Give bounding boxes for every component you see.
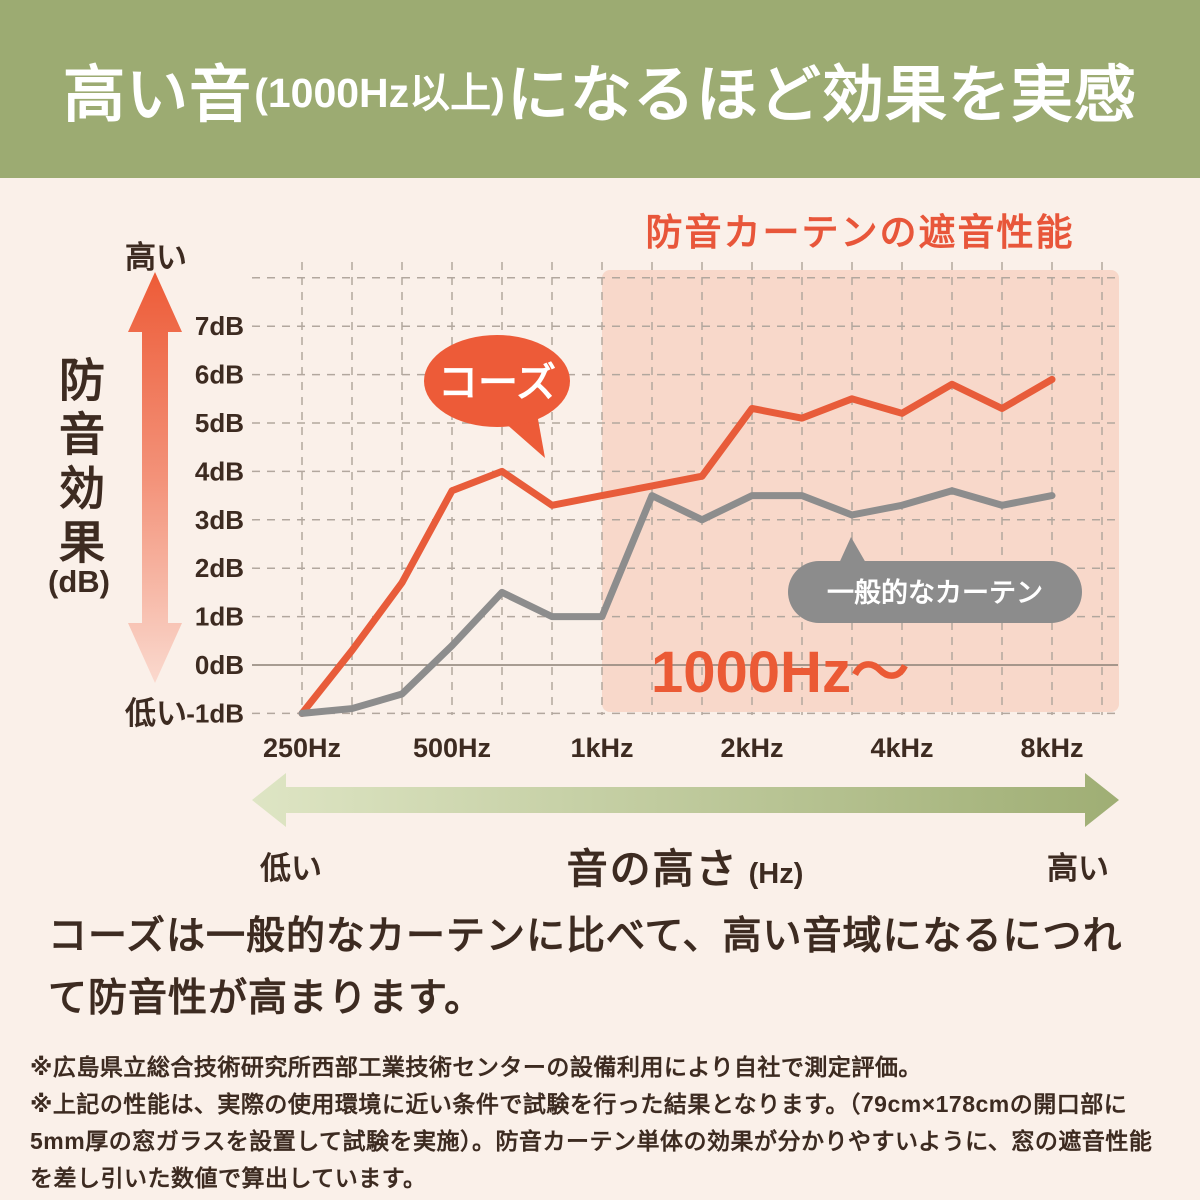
footnote-line: ※広島県立総合技術研究所西部工業技術センターの設備利用により自社で測定評価。 [30, 1054, 922, 1080]
x-tick-label: 8kHz [1020, 733, 1083, 763]
chart-series-lines [298, 375, 1056, 717]
header-banner: 高い音 (1000Hz以上) になるほど効果を実感 [0, 0, 1200, 178]
footnote-line: 5mm厚の窓ガラスを設置して試験を実施）。防音カーテン単体の効果が分かりやすいよ… [30, 1128, 1153, 1154]
header-title-rest: になるほど効果を実感 [506, 61, 1137, 130]
series1-bubble-label: コーズ [438, 361, 556, 405]
header-title-paren: (1000Hz以上) [254, 70, 505, 116]
summary-line-2: て防音性が高まります。 [48, 977, 485, 1020]
x-axis-high-label: 高い [1047, 851, 1109, 886]
y-axis-unit: (dB) [48, 564, 110, 599]
x-axis-title-text: 音の高さ [566, 846, 739, 892]
series2-bubble-body [788, 561, 1082, 623]
y-tick-label: 1dB [195, 602, 244, 632]
x-tick-label: 4kHz [870, 733, 933, 763]
soundproofing-line-chart: 7dB 6dB 5dB 4dB 3dB 2dB 1dB 0dB -1dB 250Hz 500Hz 1k… [128, 262, 1119, 827]
y-tick-label: 0dB [195, 650, 244, 680]
summary-line-1: コーズは一般的なカーテンに比べて、高い音域になるにつれ [48, 915, 1123, 958]
y-axis-gradient-arrow [128, 272, 182, 683]
y-tick-label: 7dB [195, 311, 244, 341]
y-axis-high-label: 高い [125, 240, 187, 275]
footnote-line: ※上記の性能は、実際の使用環境に近い条件で試験を行った結果となります。（79cm… [30, 1091, 1128, 1117]
y-axis-low-label: 低い [125, 696, 187, 731]
series2-bubble: 一般的なカーテン [788, 537, 1082, 623]
x-tick-label: 1kHz [570, 733, 633, 763]
chart-title: 防音カーテンの遮音性能 [645, 212, 1075, 253]
y-tick-label: 2dB [195, 553, 244, 583]
series1-bubble: コーズ [424, 335, 570, 458]
x-tick-label: 250Hz [263, 733, 341, 763]
footnotes: ※広島県立総合技術研究所西部工業技術センターの設備利用により自社で測定評価。 ※… [30, 1049, 1180, 1197]
highlight-region-label: 1000Hz〜 [651, 640, 909, 705]
y-tick-label: -1dB [186, 698, 244, 728]
series-line-1 [298, 375, 1056, 717]
y-tick-label: 5dB [195, 408, 244, 438]
series1-bubble-body [424, 335, 570, 427]
chart-tick-labels: 7dB 6dB 5dB 4dB 3dB 2dB 1dB 0dB -1dB 250Hz 500Hz 1k… [186, 311, 1083, 763]
summary-text: コーズは一般的なカーテンに比べて、高い音域になるにつれ て防音性が高まります。 [48, 906, 1178, 1030]
y-tick-label: 6dB [195, 360, 244, 390]
x-axis-low-label: 低い [260, 851, 322, 886]
y-tick-label: 4dB [195, 456, 244, 486]
x-tick-label: 500Hz [413, 733, 491, 763]
x-axis-title: 音の高さ (Hz) [500, 835, 870, 895]
series-line-2 [298, 487, 1056, 717]
x-axis-title-unit: (Hz) [748, 858, 804, 890]
header-title-main: 高い音 [63, 61, 253, 130]
x-axis-gradient-arrow [252, 773, 1119, 827]
series2-bubble-label: 一般的なカーテン [827, 577, 1043, 608]
x-tick-label: 2kHz [720, 733, 783, 763]
y-axis-title: 防音効果 [53, 356, 105, 572]
y-tick-label: 3dB [195, 505, 244, 535]
footnote-line: を差し引いた数値で算出しています。 [30, 1165, 427, 1191]
